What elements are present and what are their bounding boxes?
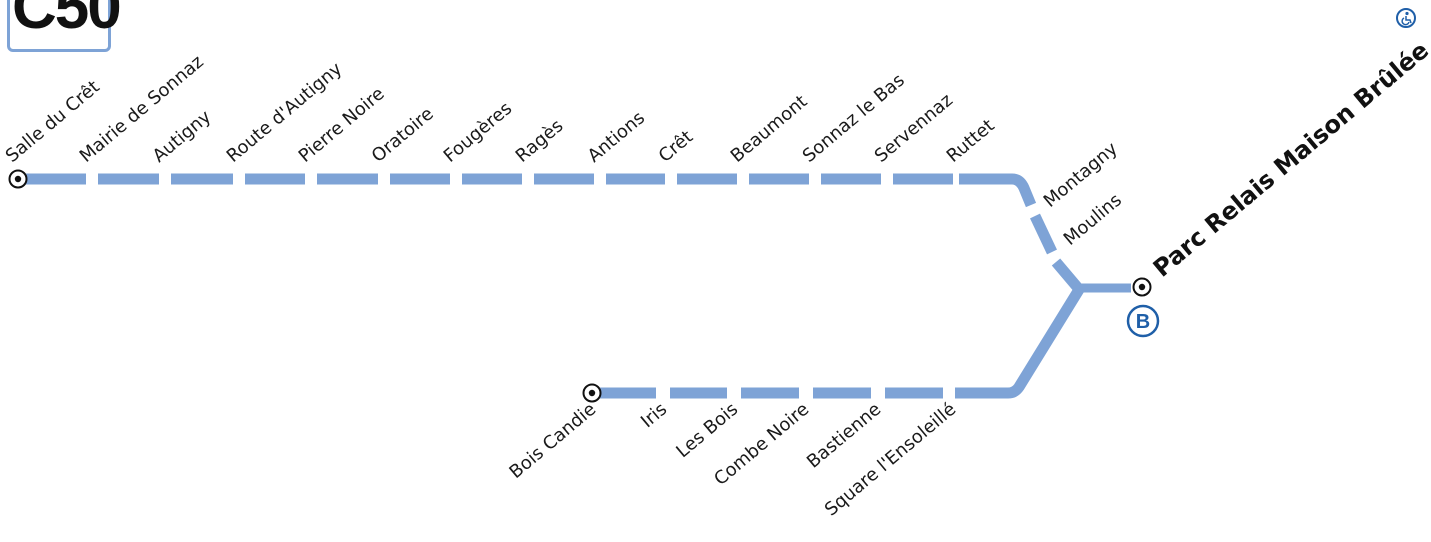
stop-label: Beaumont (727, 91, 812, 167)
stop-label: Ragès (512, 115, 568, 166)
stop-label: Mairie de Sonnaz (76, 51, 208, 167)
stop-markers (8, 169, 1152, 403)
stop-label: Bois Candie (506, 399, 601, 483)
stop-label: Moulins (1060, 190, 1126, 250)
route-segment (1051, 258, 1083, 292)
terminus-marker (8, 169, 28, 189)
route-lines (24, 173, 1131, 399)
stop-label: Crêt (655, 126, 697, 166)
terminus-marker (1132, 277, 1152, 297)
line-badge-label: C50 (12, 0, 122, 42)
stop-label: Oratoire (368, 103, 438, 166)
stop-label: Route d'Autigny (223, 58, 347, 167)
line-badge: C50 (7, 0, 122, 52)
stop-label: Les Bois (672, 399, 742, 462)
route-segment (1011, 173, 1037, 208)
stop-label: Iris (637, 399, 671, 433)
wheelchair-icon (1396, 8, 1416, 28)
stop-label: Square l'Ensoleillé (821, 399, 960, 521)
stop-label: Ruttet (943, 115, 999, 167)
stop-label: Antions (584, 107, 649, 167)
route-segment (1030, 213, 1057, 255)
stop-label: Autigny (149, 106, 216, 167)
stop-label: Fougères (440, 98, 516, 167)
connection-b-icon: B (1126, 304, 1160, 338)
terminus-label: Parc Relais Maison Brûlée (1148, 36, 1431, 283)
route-segment (1007, 285, 1085, 399)
connection-b-label: B (1136, 311, 1150, 333)
terminus-marker (582, 383, 602, 403)
